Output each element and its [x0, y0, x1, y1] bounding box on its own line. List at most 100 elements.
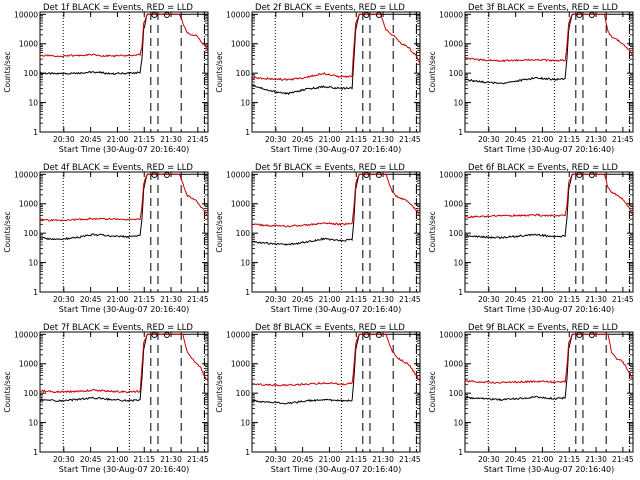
peak-marker [588, 172, 595, 178]
panel-title: Det 5f BLACK = Events, RED = LLD [255, 163, 405, 173]
y-axis-label: Counts/sec [428, 371, 437, 412]
peak-marker [576, 12, 583, 18]
y-tick-label: 1000 [231, 40, 250, 49]
y-tick-label: 10 [28, 259, 38, 268]
x-tick-label: 20:45 [80, 455, 102, 464]
series-line-events [251, 173, 420, 246]
series-line-lld [464, 333, 634, 384]
series-line-lld [39, 13, 209, 58]
y-tick-label: 100 [236, 389, 251, 398]
peak-marker [576, 332, 583, 338]
peak-marker [363, 332, 370, 338]
x-tick-label: 21:45 [612, 295, 634, 304]
series-line-events [251, 333, 420, 405]
peak-marker [375, 12, 382, 18]
panel-title: Det 3f BLACK = Events, RED = LLD [468, 3, 618, 13]
y-tick-label: 100 [449, 389, 464, 398]
y-tick-label: 100 [236, 229, 251, 238]
y-tick-label: 10 [453, 419, 463, 428]
y-axis-label: Counts/sec [215, 371, 224, 412]
x-tick-label: 20:45 [292, 455, 314, 464]
x-axis-label: Start Time (30-Aug-07 20:16:40) [271, 145, 402, 154]
x-tick-label: 21:45 [399, 455, 421, 464]
x-tick-label: 20:30 [478, 135, 500, 144]
y-tick-label: 10 [240, 419, 250, 428]
x-tick-label: 21:30 [372, 295, 394, 304]
x-tick-label: 21:45 [187, 295, 209, 304]
y-tick-label: 1 [245, 128, 250, 137]
x-tick-label: 21:15 [345, 455, 367, 464]
y-tick-label: 10000 [226, 330, 250, 339]
y-tick-label: 10 [453, 99, 463, 108]
x-tick-label: 20:30 [53, 135, 75, 144]
y-tick-label: 1000 [444, 200, 463, 209]
y-tick-label: 10000 [439, 10, 463, 19]
x-axis-label: Start Time (30-Aug-07 20:16:40) [484, 145, 615, 154]
peak-marker [151, 332, 158, 338]
series-line-lld [251, 13, 421, 82]
x-tick-label: 21:00 [319, 455, 341, 464]
x-tick-label: 21:30 [160, 455, 182, 464]
x-tick-label: 21:30 [160, 295, 182, 304]
y-tick-label: 10000 [439, 170, 463, 179]
x-tick-label: 20:45 [80, 295, 102, 304]
panel-det-8: Det 8f BLACK = Events, RED = LLD 1 10 100 10… [215, 323, 421, 474]
peak-marker [375, 332, 382, 338]
x-tick-label: 21:30 [372, 135, 394, 144]
y-tick-label: 1 [458, 288, 463, 297]
x-axis-label: Start Time (30-Aug-07 20:16:40) [484, 465, 615, 474]
panel-title: Det 2f BLACK = Events, RED = LLD [255, 3, 405, 13]
plot-frame [39, 11, 209, 133]
x-tick-label: 21:15 [345, 135, 367, 144]
x-tick-label: 20:30 [265, 135, 287, 144]
y-tick-label: 10 [28, 99, 38, 108]
x-axis-label: Start Time (30-Aug-07 20:16:40) [271, 465, 402, 474]
panel-title: Det 1f BLACK = Events, RED = LLD [43, 3, 193, 13]
series-line-events [464, 333, 633, 402]
plot-frame [251, 331, 421, 453]
y-tick-label: 1 [33, 448, 38, 457]
y-axis-label: Counts/sec [428, 211, 437, 252]
y-tick-label: 1000 [19, 200, 38, 209]
x-tick-label: 21:30 [585, 135, 607, 144]
x-tick-label: 21:15 [133, 135, 155, 144]
plot-frame [39, 171, 209, 293]
panel-title: Det 7f BLACK = Events, RED = LLD [43, 323, 193, 333]
y-tick-label: 1000 [444, 360, 463, 369]
peak-marker [163, 172, 170, 178]
x-tick-label: 21:15 [558, 455, 580, 464]
y-tick-label: 10000 [226, 10, 250, 19]
y-axis-label: Counts/sec [428, 51, 437, 92]
y-tick-label: 10000 [14, 330, 38, 339]
y-tick-label: 1 [458, 448, 463, 457]
plot-frame [464, 171, 634, 293]
series-line-lld [464, 13, 634, 63]
series-line-events [464, 173, 633, 240]
y-tick-label: 100 [236, 69, 251, 78]
x-tick-label: 21:15 [558, 295, 580, 304]
peak-marker [363, 172, 370, 178]
x-tick-label: 21:15 [133, 455, 155, 464]
y-tick-label: 100 [24, 69, 39, 78]
x-tick-label: 20:30 [265, 295, 287, 304]
y-tick-label: 1000 [19, 40, 38, 49]
y-tick-label: 1 [33, 128, 38, 137]
x-tick-label: 21:15 [133, 295, 155, 304]
panel-det-1: Det 1f BLACK = Events, RED = LLD 1 10 100 10… [3, 3, 209, 154]
series-line-lld [464, 173, 634, 219]
x-tick-label: 20:30 [53, 455, 75, 464]
x-tick-label: 21:00 [532, 135, 554, 144]
x-tick-label: 21:00 [319, 135, 341, 144]
y-tick-label: 1 [458, 128, 463, 137]
panel-det-6: Det 6f BLACK = Events, RED = LLD 1 10 100 10… [428, 163, 634, 314]
x-tick-label: 20:45 [292, 295, 314, 304]
panel-title: Det 4f BLACK = Events, RED = LLD [43, 163, 193, 173]
x-axis-label: Start Time (30-Aug-07 20:16:40) [59, 305, 190, 314]
panel-det-5: Det 5f BLACK = Events, RED = LLD 1 10 100 10… [215, 163, 421, 314]
x-tick-label: 20:45 [505, 135, 527, 144]
series-line-lld [39, 173, 209, 222]
y-tick-label: 1 [245, 288, 250, 297]
x-tick-label: 20:45 [80, 135, 102, 144]
y-tick-label: 10 [453, 259, 463, 268]
